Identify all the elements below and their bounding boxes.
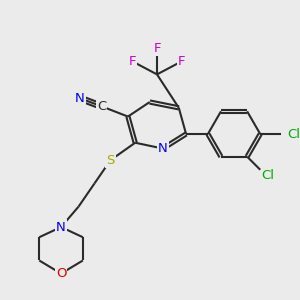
Text: Cl: Cl — [287, 128, 300, 140]
Text: F: F — [153, 42, 161, 55]
Text: N: N — [158, 142, 168, 155]
Text: C: C — [97, 100, 106, 113]
Text: N: N — [56, 220, 66, 233]
Text: F: F — [178, 55, 185, 68]
Text: N: N — [75, 92, 85, 105]
Text: O: O — [56, 267, 66, 280]
Text: Cl: Cl — [262, 169, 275, 182]
Text: S: S — [106, 154, 115, 167]
Text: F: F — [128, 55, 136, 68]
